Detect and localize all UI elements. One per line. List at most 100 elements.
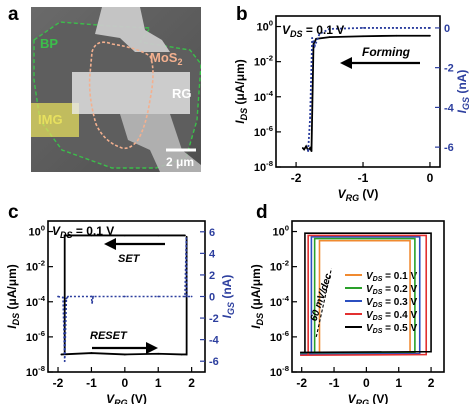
panel-b-series-1-point: [313, 44, 316, 47]
panel-c-y-tick-label: 10-6: [26, 329, 45, 344]
panel-c-condition: VDS = 0.1 V: [52, 224, 114, 240]
panel-c-series-2-point: [190, 295, 193, 298]
panel-d-x-tick-label: -1: [329, 376, 340, 390]
panel-c-y2-tick-label: 4: [209, 248, 216, 260]
forming-label: Forming: [362, 45, 411, 59]
panel-b-y-tick-label: 10-8: [254, 159, 274, 174]
bottom-electrode: [120, 114, 201, 172]
panel-d-x-axis-label: VRG (V): [348, 392, 389, 404]
panel-b-x-tick-label: -2: [291, 171, 302, 185]
panel-b-series-1-point: [307, 150, 310, 153]
panel-d-series-2: [300, 236, 421, 356]
panel-b-y-tick-label: 10-4: [254, 89, 274, 104]
panel-c-series-2-point: [62, 296, 64, 299]
panel-c-series-2-point: [186, 295, 188, 298]
panel-c-y2-tick-label: 6: [209, 227, 215, 239]
panel-b-series-1-point: [311, 36, 314, 39]
panel-b-series-1: [307, 27, 430, 152]
panel-b-y-tick-label: 10-6: [254, 124, 273, 139]
panel-c-series-1-point: [90, 352, 93, 354]
panel-d-x-tick-label: -2: [296, 376, 307, 390]
panel-b-series-0-point: [395, 34, 398, 37]
panel-b-series-1-point: [328, 28, 331, 30]
img-label: IMG: [38, 112, 63, 127]
panel-b-series-0-point: [309, 147, 312, 149]
panel-c-series-2-point: [184, 295, 186, 298]
panel-c-y2-tick-label: -4: [209, 335, 220, 347]
panel-c-series-0-point: [123, 234, 126, 237]
panel-c-series-1-point: [157, 352, 160, 355]
panel-b-series-0-point: [301, 147, 304, 149]
panel-d-series-4: [300, 232, 432, 354]
panel-d-y-tick-label: 10-4: [270, 294, 290, 309]
panel-b-condition: VDS = 0.1 V: [282, 23, 344, 39]
panel-c-x-tick-label: -1: [86, 376, 97, 390]
panel-b-series-0-point: [305, 145, 308, 148]
panel-d-y-axis-label: IDS (μA/μm): [249, 264, 265, 329]
panel-d-y-tick-label: 100: [272, 224, 289, 239]
panel-b-y-tick-label: 10-2: [254, 54, 273, 69]
panel-b-series-1-point: [309, 116, 312, 119]
panel-d-x-tick-label: 1: [395, 376, 402, 390]
panel-d-y-tick-label: 10-6: [270, 329, 289, 344]
panel-c-y-tick-label: 10-8: [26, 364, 46, 379]
panel-c-x-axis-label: VRG (V): [106, 392, 147, 404]
panel-d-y-tick-label: 10-2: [270, 259, 289, 274]
panel-b-y2-tick-label: -2: [444, 63, 454, 75]
panel-c-x-tick-label: 1: [155, 376, 162, 390]
panel-d-x-tick-label: 2: [428, 376, 435, 390]
panel-c-y-tick-label: 10-2: [26, 259, 45, 274]
panel-c-y-tick-label: 100: [28, 224, 45, 239]
panel-c-series-2-point: [57, 295, 59, 298]
panel-b-x-axis-label: VRG (V): [338, 187, 379, 203]
panel-b-chart: -2 -1 0 100 10-2 10-4 10-6 10-8 0 -2 -4 -6 IGS (nA) V…: [233, 15, 471, 203]
panel-d-legend-label-0: VDS = 0.1 V: [366, 271, 417, 283]
panel-c-series-2-point: [90, 295, 93, 298]
panel-c-series-2-point: [157, 295, 160, 298]
panel-d-x-tick-label: 0: [363, 376, 370, 390]
panel-d-y-tick-label: 10-8: [270, 364, 290, 379]
panel-b-series-0-point: [303, 148, 306, 151]
mos2-label-main: MoS: [150, 50, 178, 65]
panel-b-series-0-point: [362, 35, 364, 38]
mos2-label-sub: 2: [177, 57, 182, 67]
panel-c-series-1-point: [60, 353, 63, 356]
panel-b-y-axis-label: IDS (μA/μm): [233, 59, 249, 124]
panel-c-series-1-point: [185, 353, 188, 356]
panel-b-series-0-point: [310, 150, 313, 153]
panel-c-y-tick-label: 10-4: [26, 294, 46, 309]
panel-c-y2-tick-label: -2: [209, 313, 219, 325]
panel-d-legend-label-2: VDS = 0.3 V: [366, 297, 417, 309]
panel-b-series-1-point: [429, 27, 431, 29]
panel-a-sem-image: BP MoS2 RG IMG 2 μm: [31, 7, 201, 172]
panel-c-x-tick-label: -2: [53, 376, 64, 390]
forming-arrowhead: [340, 57, 352, 69]
panel-b-series-0-point: [328, 36, 331, 39]
panel-c-y2-axis-label: IGS (nA): [220, 275, 236, 319]
panel-c-series-1-point: [180, 353, 183, 356]
panel-c-series-2-point: [63, 360, 66, 363]
panel-c-x-tick-label: 0: [121, 376, 128, 390]
bp-label: BP: [40, 36, 58, 51]
panel-a-label: a: [8, 4, 19, 25]
panel-b-series-0-point: [429, 34, 431, 37]
panel-c-series-2-point: [123, 295, 126, 298]
panel-c-series-2-point: [91, 302, 93, 304]
panel-c-series-2-point: [185, 237, 188, 240]
panel-c-y2-tick-label: 0: [209, 292, 215, 304]
panel-c-y2-tick-label: -6: [209, 356, 219, 368]
reset-label: RESET: [90, 330, 128, 342]
panel-c-series-2-point: [67, 295, 69, 298]
panel-b-y2-tick-label: -4: [444, 102, 455, 114]
panel-b-y2-axis-label: IGS (nA): [455, 70, 471, 114]
panel-d-chart: -2 -1 0 1 2 100 10-2 10-4 10-6 10-8 VRG (V) IDS (μA…: [249, 220, 445, 404]
panel-c-y-axis-label: IDS (μA/μm): [5, 264, 21, 329]
mos2-label: MoS2: [150, 50, 182, 67]
panel-c-series-2-point: [65, 297, 68, 300]
panel-d-series-3: [300, 234, 428, 357]
panel-b-x-tick-label: 0: [427, 171, 434, 185]
panel-c-label: c: [8, 202, 19, 223]
panel-b-x-tick-label: -1: [358, 171, 369, 185]
img-electrode: [31, 103, 79, 137]
